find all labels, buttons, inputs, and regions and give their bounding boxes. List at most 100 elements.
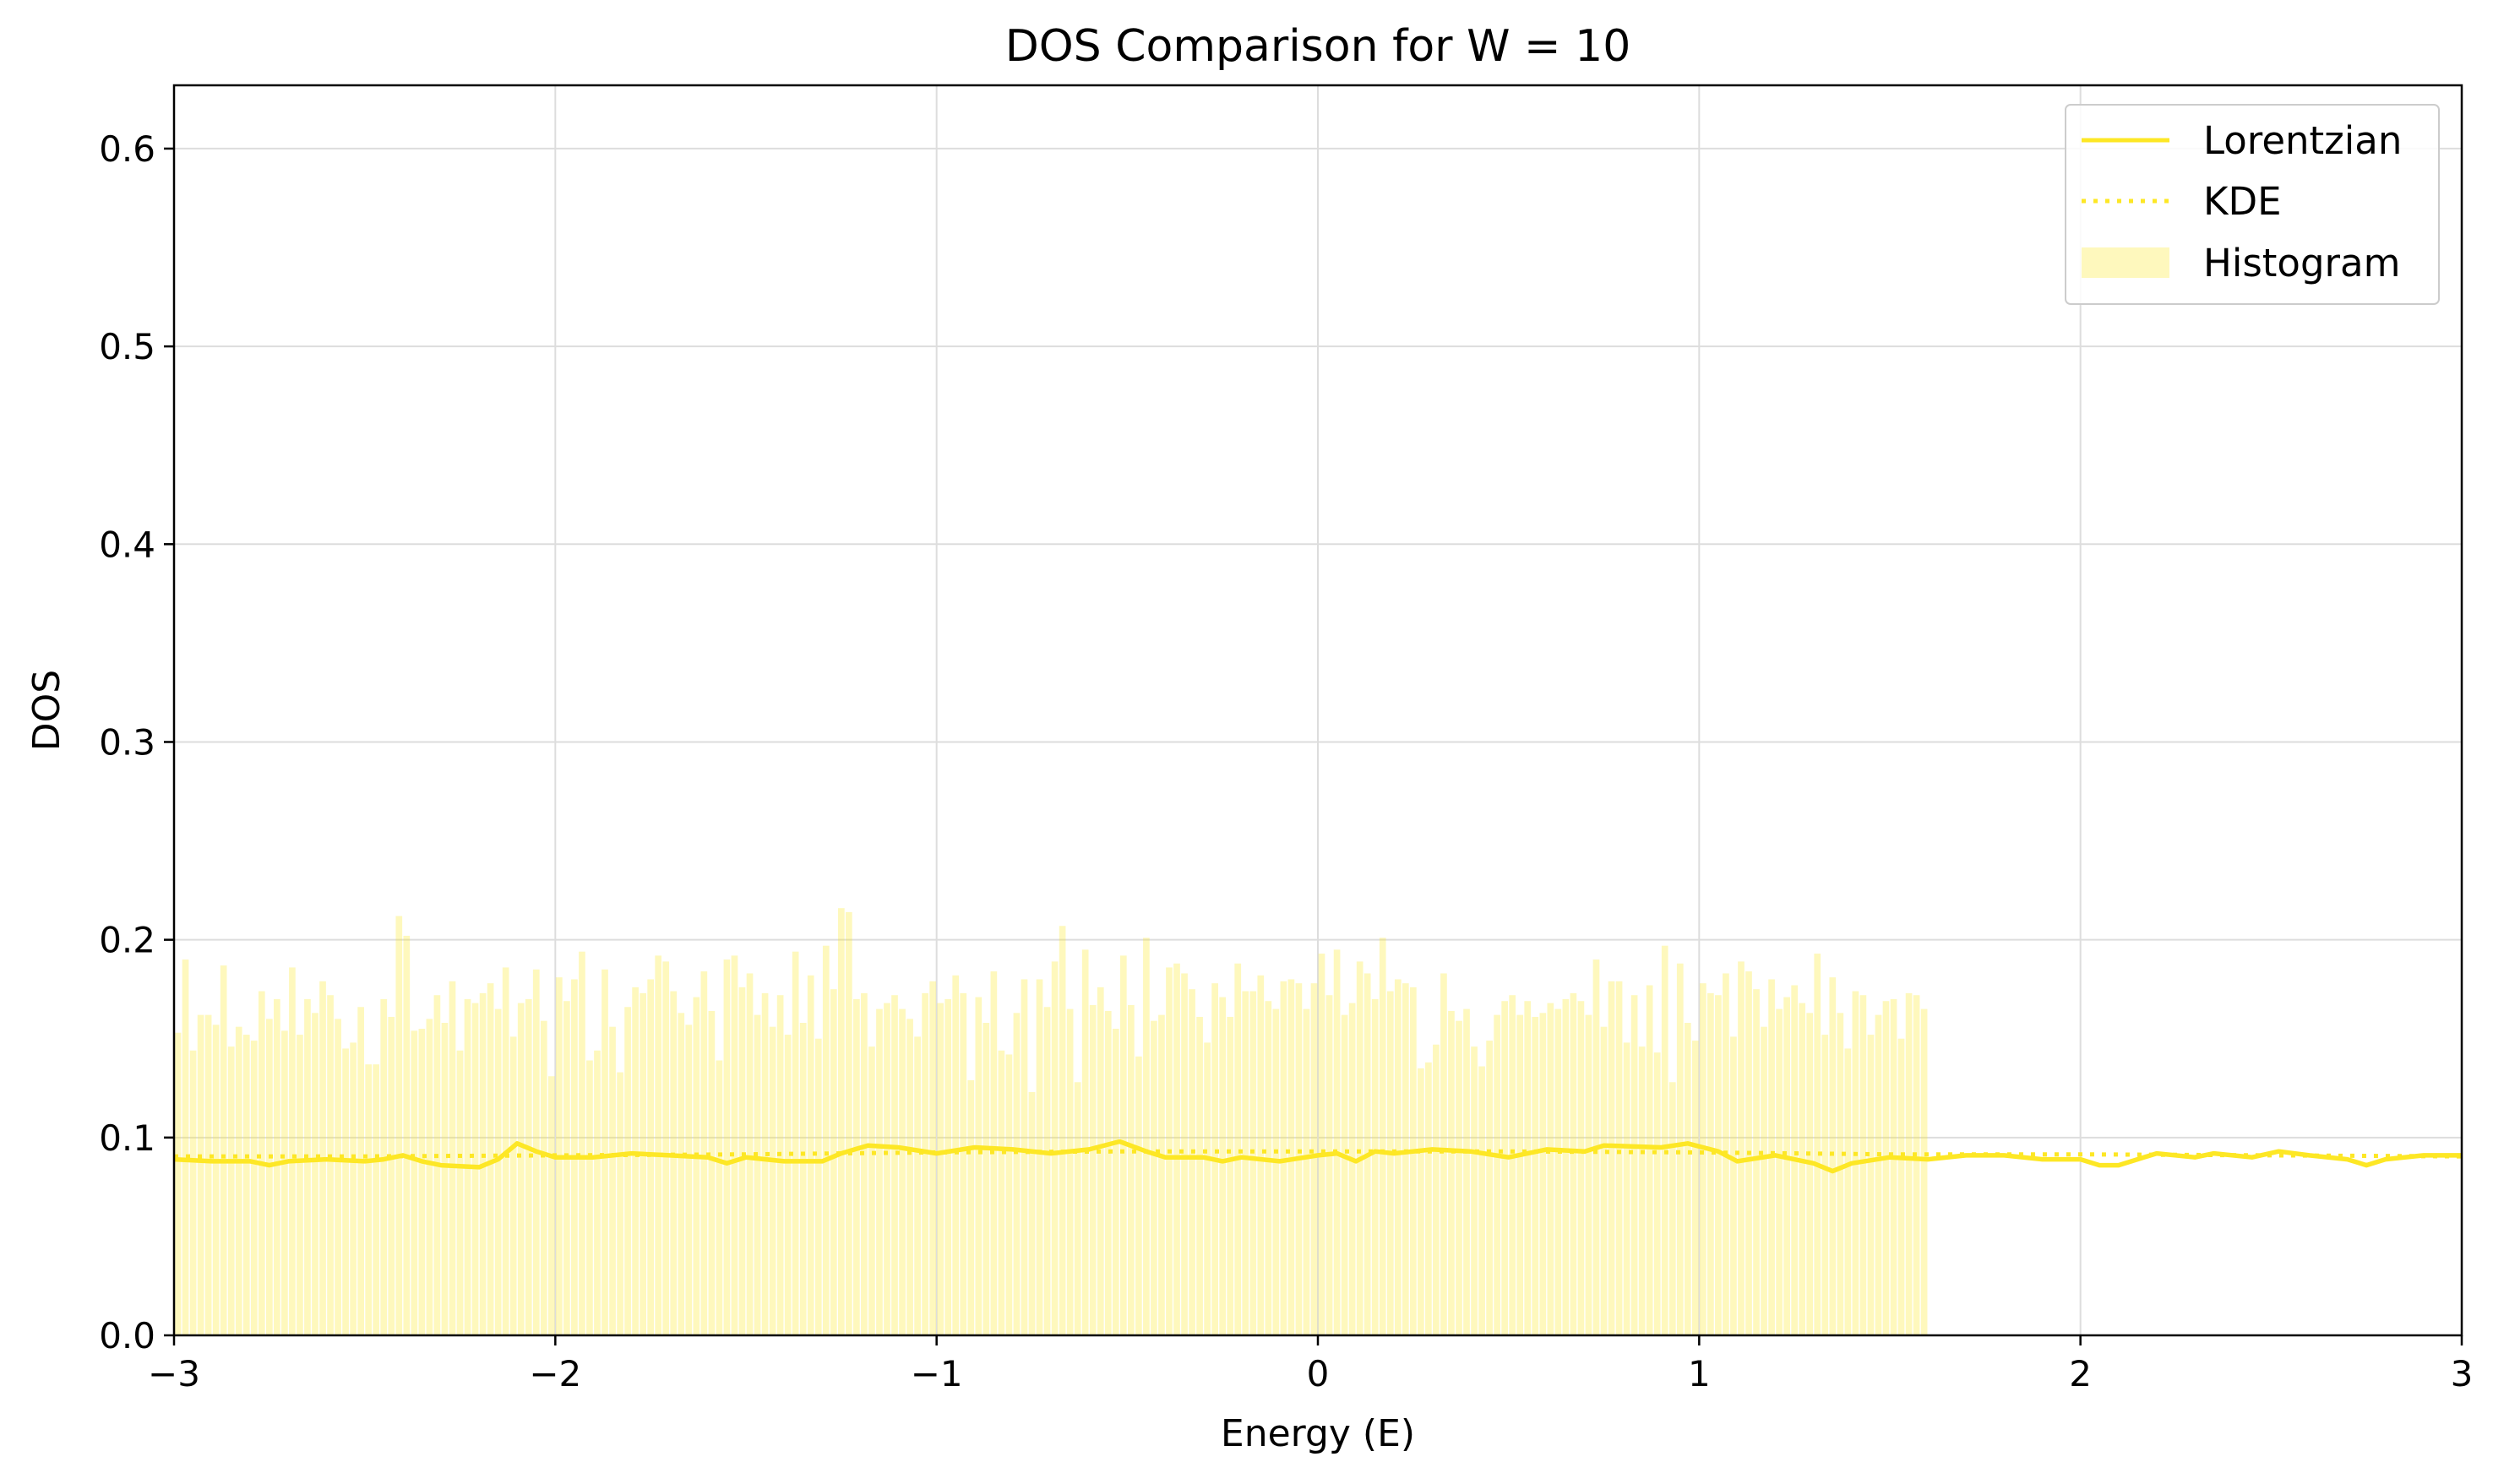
histogram-bar [579, 951, 585, 1335]
histogram-bar [1471, 1046, 1478, 1335]
histogram-bar [640, 992, 646, 1335]
chart-title: DOS Comparison for W = 10 [1005, 21, 1631, 72]
histogram-bar [1371, 998, 1379, 1335]
histogram-bar [1913, 995, 1920, 1335]
lorentzian-line [173, 1139, 2462, 1174]
histogram-bar [1257, 975, 1265, 1335]
histogram-bar [754, 1014, 761, 1335]
histogram-bar [235, 1026, 242, 1335]
histogram-bar [1753, 989, 1760, 1335]
histogram-bar [1189, 989, 1195, 1335]
histogram-bar [395, 916, 403, 1335]
histogram-bar [1776, 1008, 1783, 1335]
histogram-bar [647, 979, 655, 1335]
histogram-bar [1005, 1054, 1013, 1335]
histogram-bar [1668, 1082, 1676, 1335]
histogram-bar [1456, 1020, 1462, 1335]
histogram-bar [1844, 1048, 1852, 1335]
histogram-bar [1341, 1014, 1348, 1335]
histogram-bar [274, 998, 280, 1335]
histogram-bar [899, 1008, 906, 1335]
histogram-bar [1066, 1008, 1074, 1335]
histogram-bar [952, 975, 960, 1335]
histogram-bar [1615, 981, 1623, 1335]
histogram-bar [601, 969, 608, 1335]
histogram-bar [1143, 938, 1150, 1335]
histogram-bar [594, 1050, 601, 1335]
legend-histogram-label: Histogram [2203, 241, 2400, 285]
histogram-bar [182, 959, 189, 1335]
y-tick-label: 0.1 [99, 1117, 155, 1159]
histogram-bar [220, 965, 227, 1335]
histogram-bar [1394, 979, 1402, 1335]
histogram-bar [1799, 1003, 1806, 1335]
histogram-bar [1890, 998, 1897, 1335]
histogram-bar [685, 1025, 693, 1335]
histogram-bar [723, 959, 731, 1335]
histogram-bar [1440, 973, 1447, 1335]
histogram-bar [1715, 995, 1722, 1335]
legend-box [2065, 104, 2440, 305]
legend: Lorentzian KDE Histogram [2065, 104, 2440, 305]
histogram-bar [1806, 1013, 1814, 1335]
histogram-bar [174, 1032, 182, 1335]
histogram-bar [365, 1064, 373, 1335]
histogram-bar [1478, 1066, 1485, 1335]
histogram-bar [1600, 1026, 1608, 1335]
histogram-bar [960, 992, 967, 1335]
histogram-bar [312, 1013, 318, 1335]
histogram-bar [517, 1003, 525, 1335]
histogram-bar [1310, 983, 1318, 1335]
y-tick-label: 0.6 [99, 128, 155, 170]
histogram-bar [1280, 981, 1287, 1335]
histogram-bar [716, 1060, 723, 1335]
histogram-bar [449, 981, 456, 1335]
histogram-bar [250, 1041, 258, 1335]
histogram-bar [1516, 1014, 1524, 1335]
histogram-bar [297, 1035, 303, 1335]
histogram-bar [807, 975, 814, 1335]
histogram-bar [975, 997, 983, 1335]
histogram-bar [1234, 963, 1242, 1335]
histogram-bar [1227, 1016, 1234, 1335]
histogram-bar [1028, 1091, 1036, 1335]
histogram-bar [906, 1019, 913, 1335]
histogram-bar [418, 1029, 426, 1335]
histogram-bar [609, 1026, 616, 1335]
histogram-bar [388, 1016, 395, 1335]
histogram-bar [853, 998, 860, 1335]
histogram-bar [929, 981, 936, 1335]
histogram-bar [1859, 995, 1867, 1335]
histogram-bar [1738, 961, 1745, 1335]
x-tick-label: −1 [911, 1353, 963, 1394]
histogram-bar [738, 987, 746, 1335]
histogram-bar [212, 1025, 220, 1335]
histogram-bar [868, 1046, 875, 1335]
histogram-bar [1630, 995, 1638, 1335]
histogram-bar [1074, 1082, 1081, 1335]
x-axis-ticks: −3 −2 −1 0 1 2 3 [148, 1335, 2473, 1394]
histogram-bar [1379, 938, 1386, 1335]
histogram-bar [693, 997, 700, 1335]
histogram-bar [1570, 992, 1577, 1335]
histogram-bar [1402, 983, 1409, 1335]
histogram-bar [1814, 954, 1821, 1335]
histogram-bar [983, 1023, 990, 1335]
histogram-bar [189, 1050, 197, 1335]
histogram-bar [1532, 1016, 1539, 1335]
histogram-bar [204, 1014, 212, 1335]
histogram-bar [769, 1026, 776, 1335]
histogram-bar [1043, 1007, 1051, 1335]
histogram-bar [403, 935, 411, 1335]
histogram-bar [1356, 961, 1364, 1335]
series-lines [173, 1139, 2463, 1174]
histogram-bar [761, 992, 769, 1335]
y-tick-label: 0.3 [99, 721, 155, 763]
y-axis-ticks: 0.0 0.1 0.2 0.3 0.4 0.5 0.6 [99, 128, 174, 1356]
histogram-bar [1181, 973, 1188, 1335]
histogram-bar [731, 955, 738, 1335]
histogram-bar [792, 951, 799, 1335]
histogram-bar [1051, 961, 1059, 1335]
histogram-bar [1151, 1020, 1157, 1335]
